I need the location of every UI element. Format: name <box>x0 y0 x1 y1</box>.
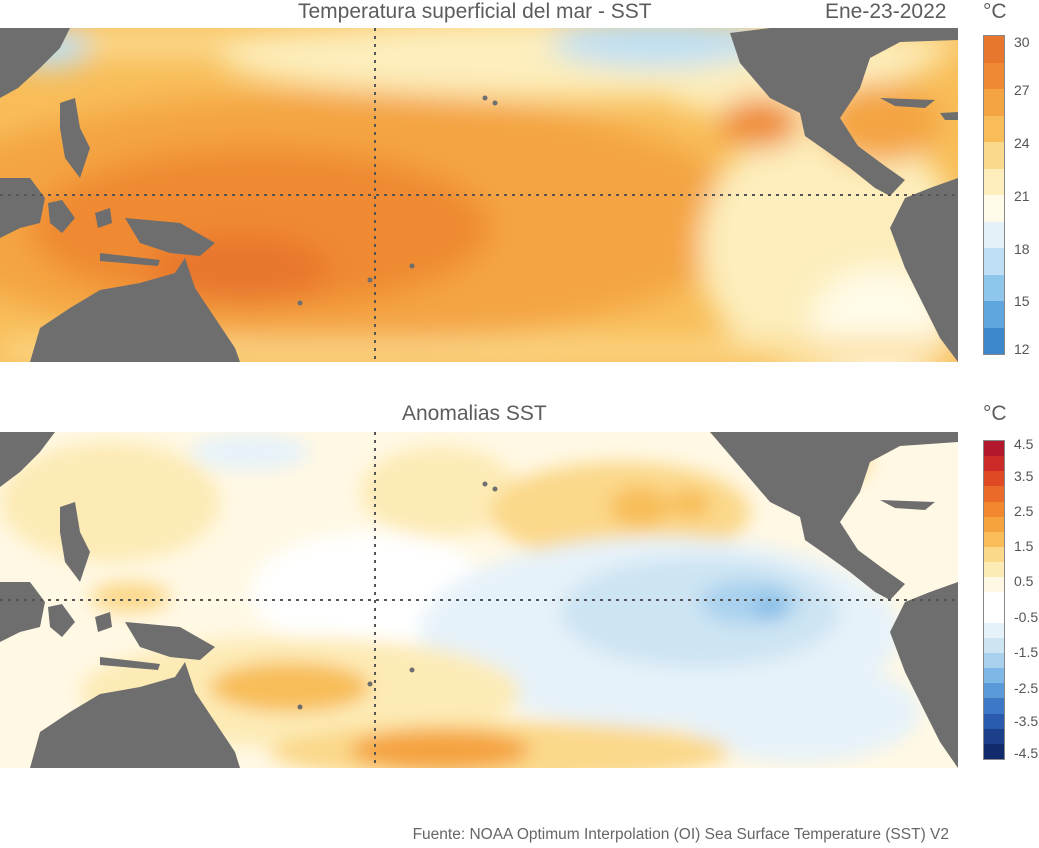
colorbar-swatch <box>984 115 1004 142</box>
colorbar-swatch <box>984 622 1004 638</box>
colorbar-swatch <box>984 221 1004 248</box>
colorbar-swatch <box>984 142 1004 169</box>
anomaly-colorbar <box>983 440 1005 760</box>
colorbar-swatch <box>984 248 1004 275</box>
anomaly-tick-label: -2.5 <box>1014 680 1039 696</box>
colorbar-swatch <box>984 668 1004 684</box>
colorbar-swatch <box>984 652 1004 669</box>
sst-colorbar <box>983 35 1005 355</box>
anomaly-tick-label: -4.5 <box>1014 745 1039 761</box>
sst-title: Temperatura superficial del mar - SST <box>298 0 652 23</box>
colorbar-swatch <box>984 607 1004 623</box>
colorbar-swatch <box>984 274 1004 301</box>
anomaly-tick-label: 3.5 <box>1014 468 1034 484</box>
colorbar-swatch <box>984 89 1004 116</box>
anomaly-tick-label: 2.5 <box>1014 503 1034 519</box>
sst-tick-label: 12 <box>1014 341 1030 357</box>
anomaly-tick-label: -3.5 <box>1014 713 1039 729</box>
colorbar-swatch <box>984 501 1004 517</box>
colorbar-swatch <box>984 531 1004 547</box>
anomaly-tick-label: -0.5 <box>1014 609 1039 625</box>
colorbar-swatch <box>984 577 1004 593</box>
colorbar-swatch <box>984 486 1004 502</box>
colorbar-swatch <box>984 743 1004 759</box>
anomaly-tick-label: 4.5 <box>1014 436 1034 452</box>
sst-unit: °C <box>983 0 1007 23</box>
colorbar-swatch <box>984 62 1004 89</box>
colorbar-swatch <box>984 698 1004 714</box>
sst-tick-label: 21 <box>1014 188 1030 204</box>
colorbar-swatch <box>984 637 1004 653</box>
sst-tick-label: 30 <box>1014 34 1030 50</box>
colorbar-swatch <box>984 168 1004 195</box>
colorbar-swatch <box>984 301 1004 328</box>
source-note: Fuente: NOAA Optimum Interpolation (OI) … <box>412 826 949 843</box>
anomaly-tick-label: 0.5 <box>1014 573 1034 589</box>
colorbar-swatch <box>984 516 1004 532</box>
colorbar-swatch <box>984 456 1004 472</box>
anomaly-unit: °C <box>983 402 1007 425</box>
anomaly-title: Anomalias SST <box>402 402 547 425</box>
sst-date: Ene-23-2022 <box>825 0 947 23</box>
sst-tick-label: 18 <box>1014 241 1030 257</box>
sst-tick-label: 24 <box>1014 135 1030 151</box>
colorbar-swatch <box>984 728 1004 744</box>
colorbar-swatch <box>984 471 1004 487</box>
colorbar-swatch <box>984 195 1004 222</box>
anomaly-tick-label: 1.5 <box>1014 538 1034 554</box>
colorbar-swatch <box>984 683 1004 699</box>
colorbar-swatch <box>984 327 1004 354</box>
colorbar-swatch <box>984 592 1004 608</box>
colorbar-swatch <box>984 713 1004 729</box>
colorbar-swatch <box>984 562 1004 578</box>
colorbar-swatch <box>984 546 1004 563</box>
sst-tick-label: 27 <box>1014 82 1030 98</box>
colorbar-swatch <box>984 36 1004 63</box>
colorbar-swatch <box>984 441 1004 457</box>
anomaly-tick-label: -1.5 <box>1014 644 1039 660</box>
sst-tick-label: 15 <box>1014 293 1030 309</box>
sst-map <box>0 28 958 362</box>
anomaly-map <box>0 432 958 768</box>
